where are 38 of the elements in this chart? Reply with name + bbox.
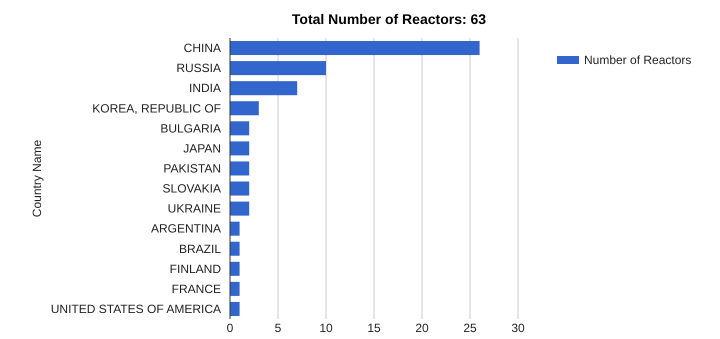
bar xyxy=(230,202,250,216)
x-tick-label: 25 xyxy=(463,321,477,335)
bar xyxy=(230,81,298,96)
y-tick-label: ARGENTINA xyxy=(150,222,221,236)
y-tick-label: BRAZIL xyxy=(178,242,222,256)
x-tick-label: 15 xyxy=(367,321,381,335)
y-axis-title: Country Name xyxy=(30,140,44,218)
bar xyxy=(230,121,250,136)
y-tick-label: KOREA, REPUBLIC OF xyxy=(92,101,221,116)
bar xyxy=(230,41,480,56)
x-tick-label: 20 xyxy=(415,321,429,335)
x-tick-label: 0 xyxy=(226,321,234,335)
y-tick-label: UKRAINE xyxy=(168,202,221,216)
y-tick-label: JAPAN xyxy=(183,141,221,156)
x-tick-label: 5 xyxy=(274,321,282,335)
bar xyxy=(230,302,240,316)
bar xyxy=(230,61,326,76)
chart-title: Total Number of Reactors: 63 xyxy=(292,11,486,27)
y-tick-label: SLOVAKIA xyxy=(162,182,221,196)
bar xyxy=(230,282,240,296)
y-tick-label: RUSSIA xyxy=(176,61,221,76)
y-tick-label: BULGARIA xyxy=(160,121,221,136)
bar xyxy=(230,141,250,156)
y-tick-label: CHINA xyxy=(184,41,221,56)
bar xyxy=(230,222,240,236)
bar xyxy=(230,262,240,276)
bar xyxy=(230,101,259,116)
bar xyxy=(230,161,250,176)
bar xyxy=(230,182,250,196)
y-tick-label: UNITED STATES OF AMERICA xyxy=(50,302,221,316)
y-tick-label: FINLAND xyxy=(170,262,222,276)
y-tick-label: FRANCE xyxy=(172,282,221,296)
x-tick-label: 10 xyxy=(319,321,333,335)
y-tick-label: INDIA xyxy=(188,81,221,96)
legend-label: Number of Reactors xyxy=(584,53,692,67)
bar xyxy=(230,242,240,256)
x-tick-label: 30 xyxy=(511,321,525,335)
y-tick-label: PAKISTAN xyxy=(163,161,221,176)
